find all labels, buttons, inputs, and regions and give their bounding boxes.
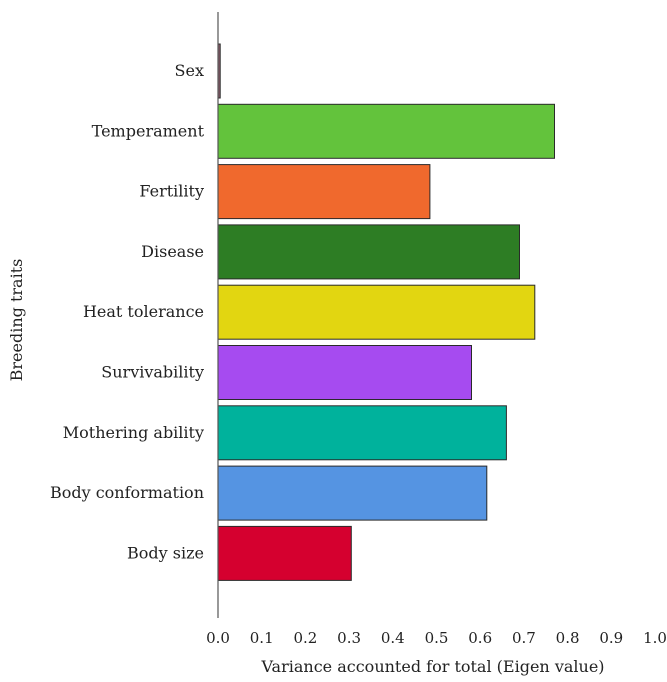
category-label-survivability: Survivability <box>101 363 204 382</box>
bar-heat-tolerance <box>217 284 536 340</box>
x-tick-label: 0.8 <box>556 629 580 647</box>
category-label-heat-tolerance: Heat tolerance <box>83 302 204 321</box>
bar-mothering-ability <box>217 405 507 461</box>
category-label-body-conformation: Body conformation <box>50 483 204 502</box>
category-label-fertility: Fertility <box>139 182 204 201</box>
x-tick-label: 0.6 <box>468 629 492 647</box>
x-tick-label: 0.2 <box>293 629 317 647</box>
category-label-sex: Sex <box>175 61 204 80</box>
y-axis-title: Breeding traits <box>7 259 26 382</box>
bar-disease <box>217 224 520 280</box>
bar-temperament <box>217 103 555 159</box>
category-label-temperament: Temperament <box>92 121 205 140</box>
category-label-mothering-ability: Mothering ability <box>63 423 204 442</box>
bar-body-conformation <box>217 465 488 521</box>
category-label-body-size: Body size <box>127 543 204 562</box>
x-tick-label: 0.3 <box>337 629 361 647</box>
bar-fertility <box>217 164 431 220</box>
category-label-disease: Disease <box>141 242 204 261</box>
bar-body-size <box>217 525 352 581</box>
x-tick-label: 0.9 <box>599 629 623 647</box>
x-tick-label: 1.0 <box>643 629 667 647</box>
x-tick-labels: 0.0 0.1 0.2 0.3 0.4 0.5 0.6 0.7 0.8 0.9 1.0 <box>206 629 667 647</box>
x-tick-label: 0.5 <box>425 629 449 647</box>
x-tick-label: 0.1 <box>250 629 274 647</box>
category-labels: Sex Temperament Fertility Disease Heat toler… <box>50 61 205 562</box>
x-tick-label: 0.0 <box>206 629 230 647</box>
x-axis-title: Variance accounted for total (Eigen valu… <box>260 657 604 676</box>
x-tick-label: 0.4 <box>381 629 405 647</box>
x-tick-label: 0.7 <box>512 629 536 647</box>
bar-survivability <box>217 345 472 400</box>
bars-group <box>217 43 555 581</box>
